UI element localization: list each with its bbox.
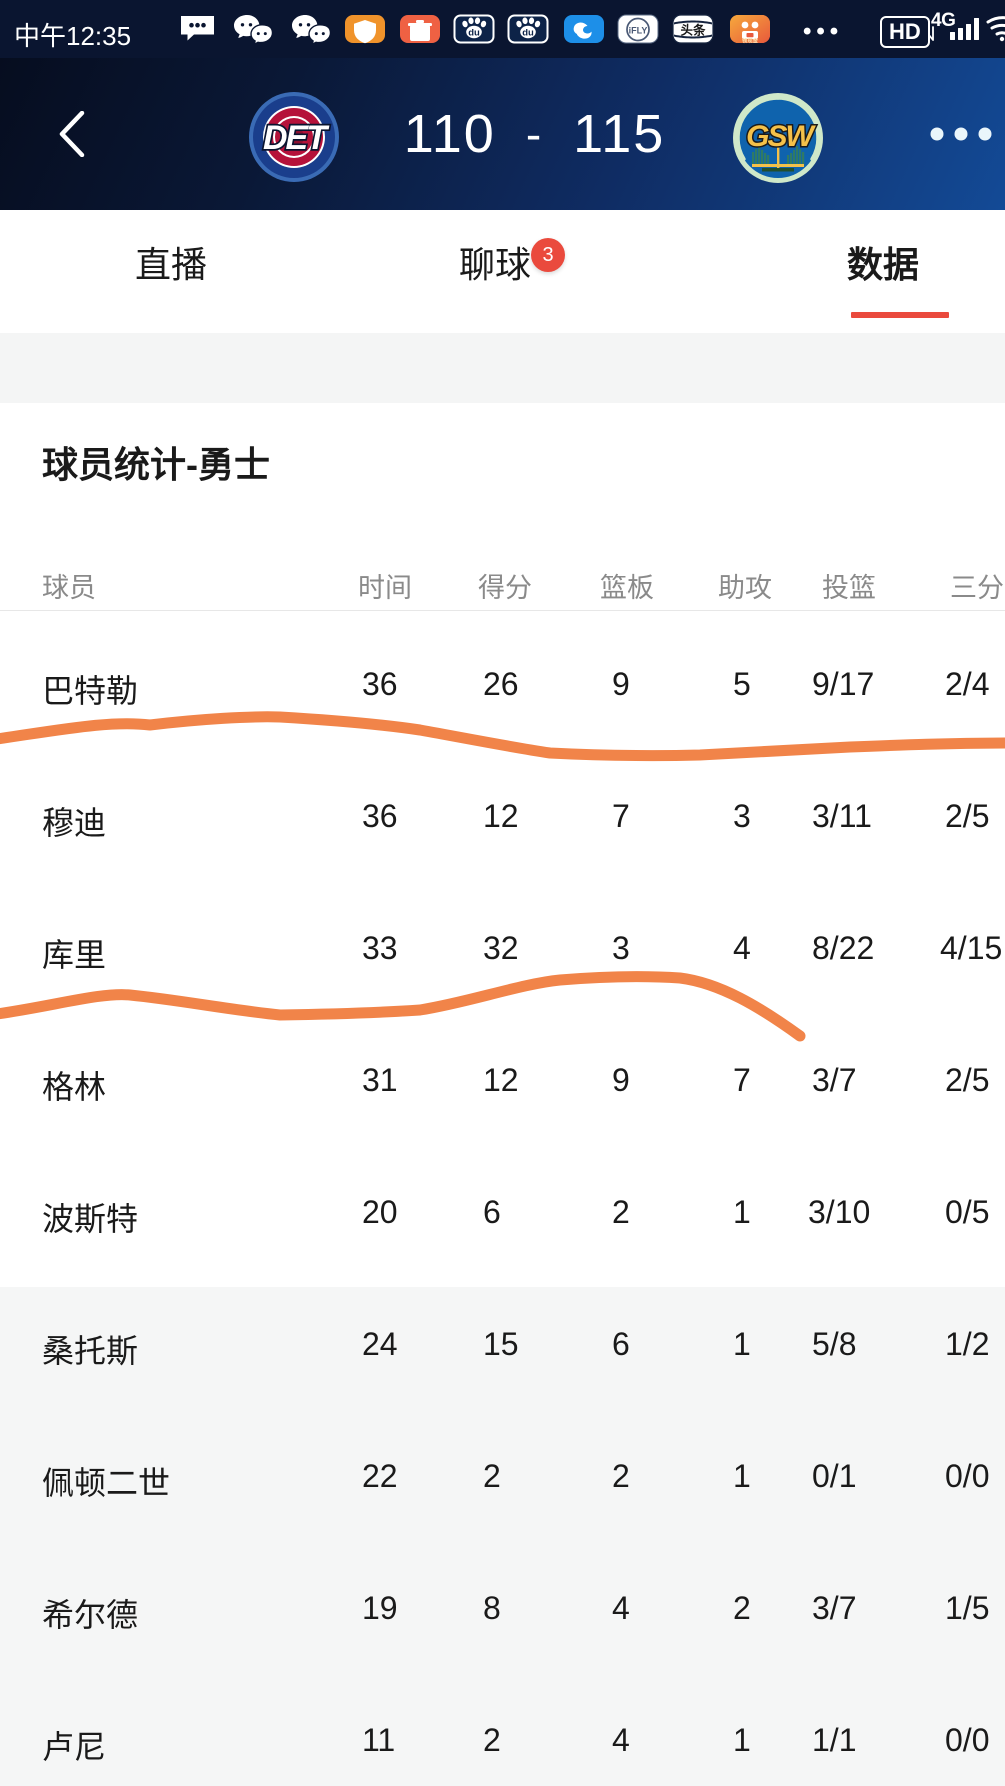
svg-text:du: du bbox=[468, 28, 480, 39]
svg-text:GSW: GSW bbox=[746, 120, 816, 153]
svg-text:du: du bbox=[522, 28, 534, 39]
svg-text:头条: 头条 bbox=[680, 23, 706, 38]
svg-text:领现金: 领现金 bbox=[742, 37, 759, 45]
svg-text:iFLY: iFLY bbox=[629, 26, 648, 36]
svg-text:DET: DET bbox=[263, 119, 330, 157]
